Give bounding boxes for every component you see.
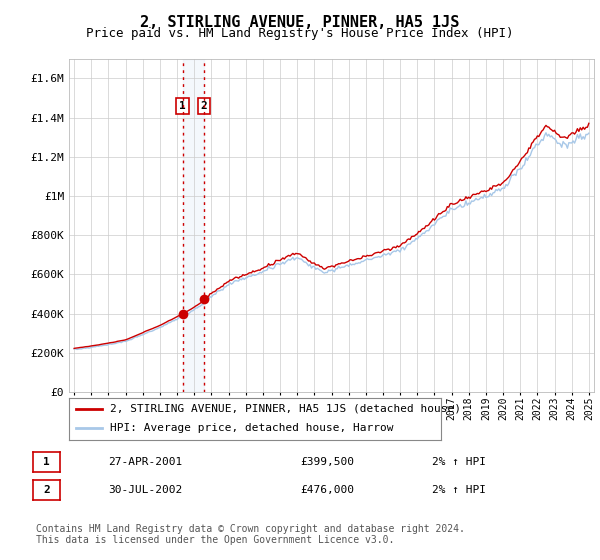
Text: 27-APR-2001: 27-APR-2001 xyxy=(108,457,182,467)
Text: Contains HM Land Registry data © Crown copyright and database right 2024.
This d: Contains HM Land Registry data © Crown c… xyxy=(36,524,465,545)
Text: 30-JUL-2002: 30-JUL-2002 xyxy=(108,485,182,495)
Text: £399,500: £399,500 xyxy=(300,457,354,467)
Text: 2: 2 xyxy=(201,101,208,111)
Text: HPI: Average price, detached house, Harrow: HPI: Average price, detached house, Harr… xyxy=(110,423,394,433)
Text: Price paid vs. HM Land Registry's House Price Index (HPI): Price paid vs. HM Land Registry's House … xyxy=(86,27,514,40)
Text: 1: 1 xyxy=(179,101,186,111)
Text: 1: 1 xyxy=(43,458,50,467)
Text: 2% ↑ HPI: 2% ↑ HPI xyxy=(432,485,486,495)
Text: 2% ↑ HPI: 2% ↑ HPI xyxy=(432,457,486,467)
Text: 2, STIRLING AVENUE, PINNER, HA5 1JS (detached house): 2, STIRLING AVENUE, PINNER, HA5 1JS (det… xyxy=(110,404,461,414)
Text: 2: 2 xyxy=(43,486,50,495)
Text: £476,000: £476,000 xyxy=(300,485,354,495)
Bar xyxy=(182,59,204,392)
Text: 2, STIRLING AVENUE, PINNER, HA5 1JS: 2, STIRLING AVENUE, PINNER, HA5 1JS xyxy=(140,15,460,30)
